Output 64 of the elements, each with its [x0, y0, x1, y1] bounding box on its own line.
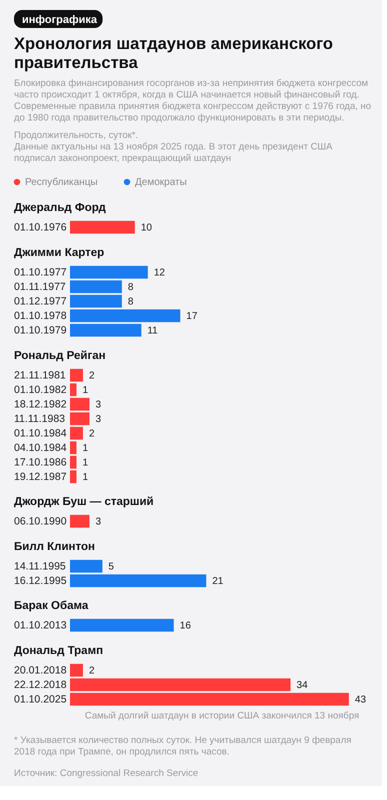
data-label: 1: [82, 442, 88, 454]
y-tick-label: 01.10.1979: [14, 324, 67, 336]
data-label: 8: [128, 296, 134, 308]
bar: [70, 266, 148, 279]
text: * Указывается количество полных суток. Не учитывался шатдаун 9 февраля 2018 года при Трампе, он продлился пять часов.: [14, 735, 352, 758]
y-tick-label: 01.10.1976: [14, 221, 67, 234]
data-label: 2: [88, 665, 95, 676]
data-label: 2: [88, 428, 95, 440]
chart-title: Рональд Рейган: [14, 350, 106, 362]
text: Самый долгий шатдаун в истории США закончился 13 ноября: [84, 710, 360, 722]
y-tick-label: 01.11.1977: [14, 280, 66, 293]
y-tick-label: 01.10.1978: [14, 310, 67, 322]
bar: [70, 324, 142, 337]
data-label: 1: [82, 472, 88, 483]
y-tick-label: 01.12.1977: [14, 295, 67, 308]
y-tick-label: 01.10.2025: [14, 693, 67, 706]
data-label: 3: [95, 414, 102, 425]
bar: [70, 309, 180, 322]
y-tick-label: 19.12.1987: [14, 470, 67, 483]
data-label: 8: [128, 282, 134, 293]
data-label: 21: [212, 576, 224, 587]
data-label: 43: [354, 694, 366, 706]
text: Барак Обама: [14, 600, 89, 612]
data-label: 12: [154, 267, 166, 278]
chart-title: Джимми Картер: [14, 247, 104, 259]
bar: [70, 294, 122, 308]
data-label: 34: [296, 680, 308, 691]
y-tick-label: 11.11.1983: [14, 412, 66, 425]
text: Источник: Congressional Research Service: [14, 768, 198, 779]
text: Хронология шатдаунов американского правительства: [14, 35, 333, 72]
data-label: 11: [147, 325, 158, 336]
text: Данные актуальны на 13 ноября 2025 года. В этот день президент США подписал законопроект, прекращающий шатдаун: [14, 142, 334, 164]
data-label: 5: [108, 561, 114, 572]
text: Джордж Буш — старший: [14, 496, 154, 508]
data-label: 17: [186, 310, 198, 322]
y-tick-label: 14.11.1995: [14, 560, 66, 572]
text: Блокировка финансирования госорганов из-за непринятия бюджета конгрессом часто происходит 1 октября, когда в США начинается новый финансовый год. Современные правила принятия бюджета конгрессом действуют с 1976 года, но до 1980 года правительство продолжало функционировать в эти периоды.: [14, 78, 372, 124]
y-tick-label: 01.10.1984: [14, 427, 67, 440]
y-tick-label: 20.01.2018: [14, 664, 67, 676]
text: Джеральд Форд: [14, 202, 106, 214]
data-label: 16: [180, 620, 192, 632]
data-label: 1: [82, 457, 88, 468]
y-tick-label: 21.11.1981: [14, 369, 66, 382]
y-tick-label: 18.12.1982: [14, 398, 67, 410]
chart-title: Билл Клинтон: [14, 541, 95, 553]
y-tick-label: 06.10.1990: [14, 515, 67, 528]
data-label: 3: [95, 399, 102, 410]
y-tick-label: 17.10.1986: [14, 456, 67, 468]
y-tick-label: 04.10.1984: [14, 442, 67, 454]
data-label: 10: [140, 222, 152, 234]
text: инфографика: [22, 14, 98, 26]
legend-label: Республиканцы: [25, 177, 98, 188]
y-tick-label: 22.12.2018: [14, 678, 67, 691]
legend-label: Демократы: [135, 177, 187, 188]
data-label: 2: [88, 370, 95, 382]
chart-title: Дональд Трамп: [14, 645, 104, 657]
bar: [70, 280, 122, 294]
y-tick-label: 01.10.2013: [14, 619, 67, 632]
text: Продолжительность, суток*.: [14, 130, 138, 141]
data-label: 1: [82, 384, 88, 396]
y-tick-label: 01.10.1982: [14, 384, 67, 396]
data-label: 3: [95, 516, 102, 528]
y-tick-label: 01.10.1977: [14, 266, 67, 278]
y-tick-label: 16.12.1995: [14, 574, 67, 587]
